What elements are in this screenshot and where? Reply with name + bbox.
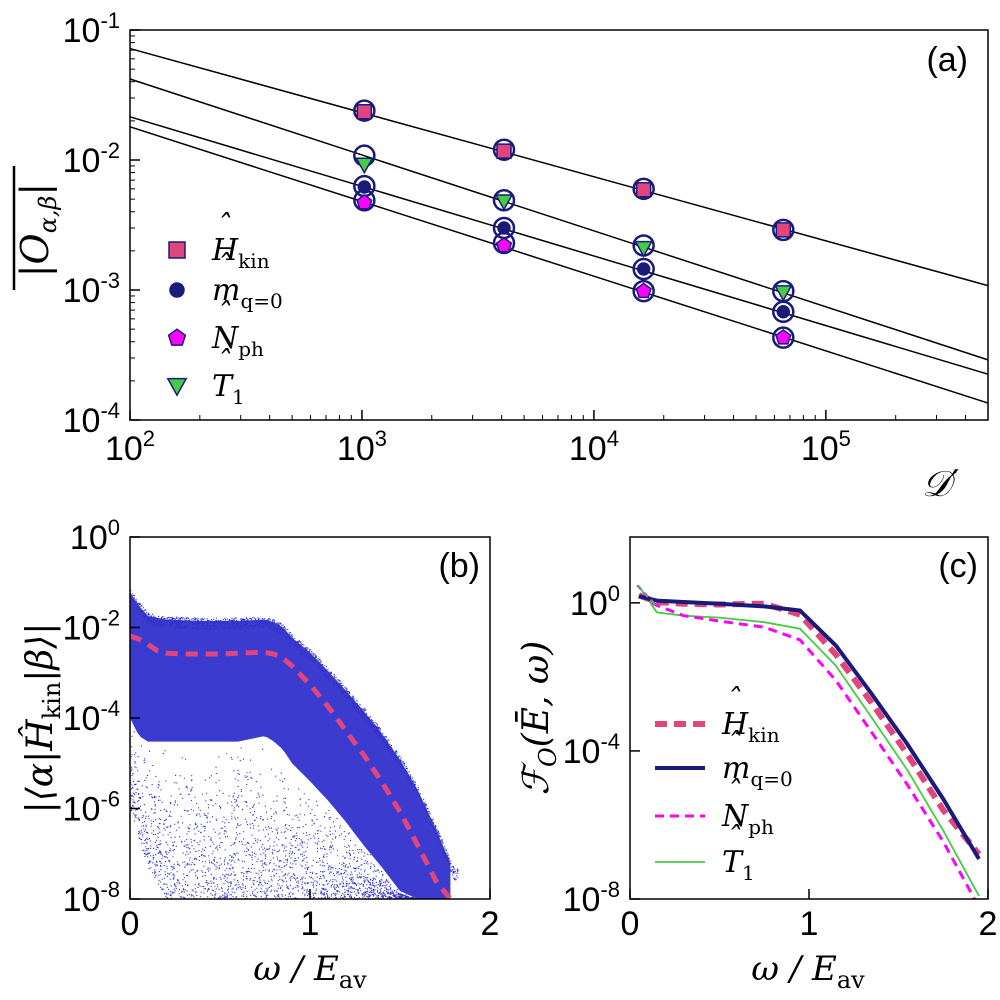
- panel-b-sparse-points: [130, 590, 459, 899]
- panel-a-point: [355, 157, 374, 175]
- panel-a-point: [775, 222, 792, 238]
- panel-a-point: [773, 285, 793, 302]
- panel-b-dense-core: [130, 592, 451, 899]
- panel-c-ytick-label: 10-4: [563, 729, 620, 771]
- panel-a-legend-marker: [169, 282, 185, 298]
- panel-a-xtick-label: 102: [105, 426, 155, 468]
- panel-b-ytick-label: 10-2: [63, 606, 120, 648]
- panel-a-legend-marker: [167, 328, 187, 346]
- panel-c-xtick-label: 1: [800, 905, 819, 943]
- panel-a-label: (a): [926, 41, 968, 79]
- panel-c-line: [638, 593, 977, 899]
- panel-c-ytick-label: 10-8: [563, 877, 620, 919]
- panel-a-ytick-label: 10-1: [63, 8, 120, 50]
- panel-a-ytick-label: 10-3: [63, 268, 120, 310]
- panel-a-fit-line: [129, 116, 989, 375]
- panel-a-open-circle: [632, 257, 655, 281]
- panel-c-xtick-label: 2: [979, 905, 998, 943]
- panel-c-label: (c): [938, 547, 978, 585]
- panel-a-legend-hat: ˆ: [216, 209, 231, 244]
- panel-a-fit-lines: [129, 47, 989, 404]
- panel-b-label: (b): [438, 547, 480, 585]
- panel-c-ylabel: ℱO(Ē, ω): [516, 641, 562, 796]
- panel-b-average-curve: [130, 633, 453, 899]
- panel-c-legend-hat: ˆ: [726, 775, 741, 810]
- panel-c-lines: [636, 584, 982, 899]
- panel-a-ytick-label: 10-4: [63, 398, 120, 440]
- panel-a-point: [357, 180, 372, 194]
- panel-a-xtick-label: 104: [569, 426, 619, 468]
- panel-a-legend-hat: ˆ: [216, 345, 231, 380]
- panel-c-legend-label: Hkin: [721, 707, 780, 747]
- panel-a-legend-label: Nph: [211, 321, 264, 361]
- panel-c-line: [638, 594, 981, 861]
- panel-a-point: [775, 329, 792, 345]
- panel-a-xlabel: 𝒟′: [922, 464, 959, 505]
- panel-a-point: [635, 182, 652, 198]
- panel-b-xtick-label: 2: [481, 905, 500, 943]
- panel-c-legend-hat: ˆ: [726, 683, 741, 718]
- panel-a-point: [776, 305, 791, 319]
- panel-c-line: [638, 585, 980, 897]
- panel-a-open-circle: [632, 279, 655, 303]
- panel-a-fit-line: [129, 78, 989, 361]
- panel-a-point: [635, 282, 652, 299]
- panel-c-line: [637, 592, 982, 857]
- panel-a-open-circle: [772, 326, 795, 349]
- panel-c-legend-label: T1: [722, 845, 755, 885]
- panel-a-open-circle: [492, 138, 516, 161]
- panel-a-legend-hat: ˆ: [216, 297, 231, 332]
- panel-a-point: [636, 262, 651, 276]
- panel-a-point: [356, 194, 373, 210]
- panel-a-frame: [129, 29, 989, 421]
- panel-a-open-circle: [772, 218, 795, 242]
- panel-a-legend-marker: [168, 241, 186, 259]
- panel-a-open-circle: [353, 99, 376, 122]
- panel-a-fit-line: [129, 126, 989, 404]
- panel-a-legend-hat: ˆ: [216, 249, 231, 284]
- panel-b-xtick-label: 1: [301, 905, 320, 943]
- panel-a-ytick-label: 10-2: [63, 138, 120, 180]
- panel-b-xtick-label: 0: [121, 905, 140, 943]
- panel-b-ytick-label: 10-6: [63, 787, 120, 829]
- panel-c-ytick-label: 100: [570, 581, 620, 623]
- panel-a-point: [634, 240, 653, 258]
- panel-a-point: [495, 236, 513, 253]
- svg-text:ℱO(Ē, ω): ℱO(Ē, ω): [516, 641, 562, 796]
- panel-c-legend-hat: ˆ: [726, 727, 741, 762]
- panel-b-ytick-label: 100: [70, 515, 120, 557]
- panel-a-point: [496, 143, 512, 159]
- panel-c-legend-label: Nph: [721, 799, 774, 839]
- panel-a-xtick-label: 103: [337, 426, 387, 468]
- panel-a-legend-label: T1: [212, 369, 245, 409]
- panel-c-legend-label: mq=0: [722, 751, 793, 791]
- panel-c-xtick-label: 0: [621, 905, 640, 943]
- panel-a-legend-label: mq=0: [212, 273, 283, 313]
- panel-a-open-circle: [632, 177, 655, 201]
- panel-a-markers: [353, 99, 795, 349]
- panel-c-start-segment: [636, 584, 656, 606]
- panel-a-point: [497, 221, 511, 235]
- panel-a-legend-label: Hkin: [211, 233, 270, 273]
- panel-a-fit-line: [129, 47, 989, 287]
- panel-b-ytick-label: 10-8: [63, 877, 120, 919]
- panel-c-legend-hat: ˆ: [726, 821, 741, 856]
- panel-a-point: [494, 194, 514, 212]
- panel-a-xtick-label: 105: [801, 426, 851, 468]
- panel-b-scatter-cloud: [130, 590, 459, 899]
- panel-b-ytick-label: 10-4: [63, 696, 120, 738]
- panel-a-point: [356, 104, 373, 120]
- panel-a-legend-marker: [166, 377, 188, 397]
